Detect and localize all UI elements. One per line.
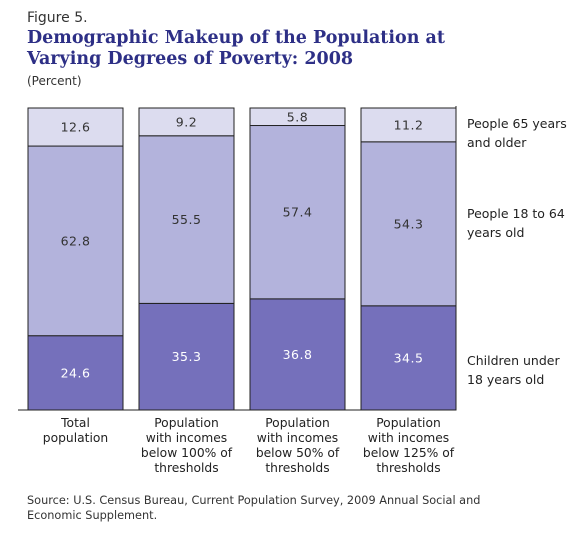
category-label-4-1: Population (376, 416, 441, 430)
legend-label-1-1: Children under (467, 353, 560, 368)
value-label-1-2: 62.8 (61, 233, 91, 248)
bar-segment-4-1 (360, 305, 457, 411)
source-line-2: Economic Supplement. (27, 509, 158, 522)
category-label-2-4: thresholds (154, 461, 218, 475)
legend-label-3-2: and older (467, 135, 527, 150)
category-label-3-2: with incomes (257, 431, 338, 445)
category-label-1-1: Total (60, 416, 90, 430)
value-label-4-2: 54.3 (394, 216, 424, 231)
category-label-3-1: Population (265, 416, 330, 430)
bar-segment-3-2 (249, 125, 346, 300)
value-label-1-1: 24.6 (61, 365, 91, 380)
bar-segment-3-3 (249, 107, 346, 127)
legend-label-2-2: years old (467, 225, 524, 240)
bar-segment-1-3 (27, 107, 124, 147)
bar-segment-3-1 (249, 298, 346, 411)
category-label-2-2: with incomes (146, 431, 227, 445)
category-label-2-3: below 100% of (141, 446, 233, 460)
figure-label: Figure 5. (27, 10, 88, 26)
value-label-3-3: 5.8 (287, 109, 308, 124)
chart-title: Demographic Makeup of the Population at … (27, 28, 547, 70)
value-label-4-3: 11.2 (394, 117, 424, 132)
bar-segment-4-2 (360, 141, 457, 307)
legend-label-2-1: People 18 to 64 (467, 206, 565, 221)
unit-label: (Percent) (27, 74, 82, 88)
category-label-4-2: with incomes (368, 431, 449, 445)
value-label-2-2: 55.5 (172, 212, 202, 227)
bar-segment-1-2 (27, 145, 124, 337)
value-label-3-2: 57.4 (283, 205, 313, 220)
bar-segment-2-3 (138, 107, 235, 137)
category-label-3-4: thresholds (265, 461, 329, 475)
value-label-2-1: 35.3 (172, 349, 202, 364)
bar-segment-2-2 (138, 135, 235, 304)
category-label-2-1: Population (154, 416, 219, 430)
source-line-1: Source: U.S. Census Bureau, Current Popu… (27, 494, 481, 507)
category-label-4-4: thresholds (376, 461, 440, 475)
bar-segment-4-3 (360, 107, 457, 143)
source-note: Source: U.S. Census Bureau, Current Popu… (27, 493, 567, 523)
legend-label-3-1: People 65 years (467, 116, 567, 131)
category-label-1-2: population (43, 431, 108, 445)
chart-title-line-1: Demographic Makeup of the Population at (27, 28, 445, 48)
value-label-2-3: 9.2 (176, 114, 197, 129)
value-label-4-1: 34.5 (394, 350, 424, 365)
chart-title-line-2: Varying Degrees of Poverty: 2008 (27, 49, 354, 69)
value-label-1-3: 12.6 (61, 120, 91, 135)
value-label-3-1: 36.8 (283, 347, 313, 362)
category-label-3-3: below 50% of (256, 446, 340, 460)
bar-segment-2-1 (138, 302, 235, 411)
category-label-4-3: below 125% of (363, 446, 455, 460)
legend-label-1-2: 18 years old (467, 372, 544, 387)
